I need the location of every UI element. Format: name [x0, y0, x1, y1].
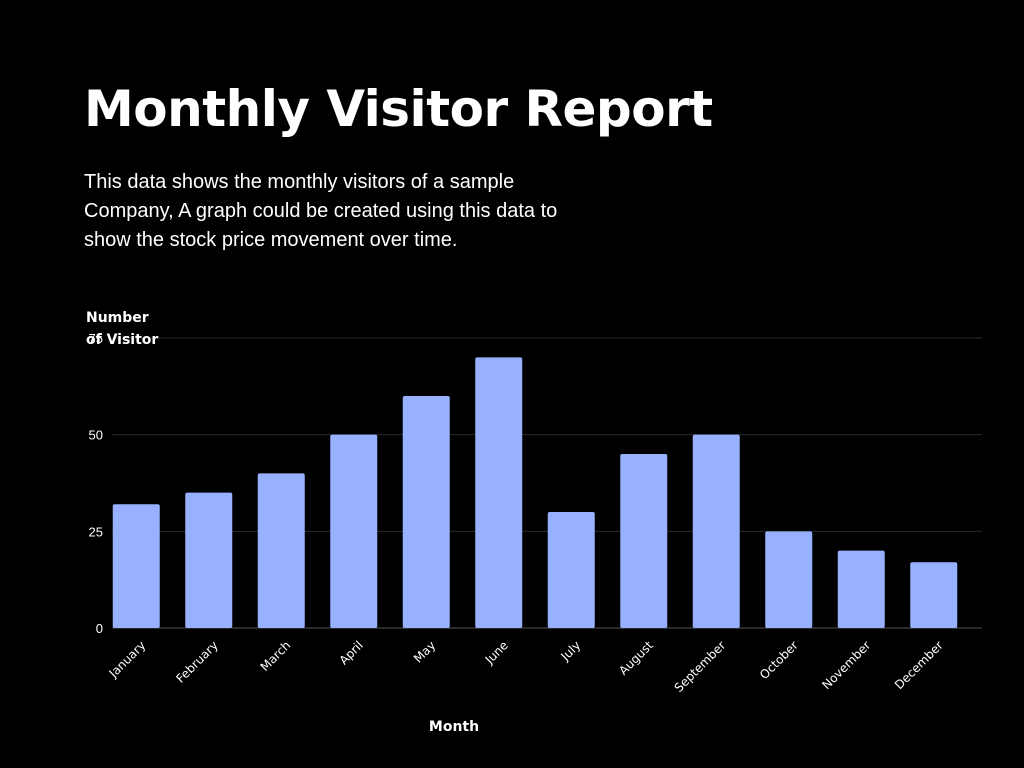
x-tick-label: January — [106, 638, 149, 681]
bar-september — [692, 434, 740, 628]
page-description: This data shows the monthly visitors of … — [84, 171, 558, 251]
x-tick-label: December — [892, 638, 946, 692]
y-axis-title-line1: Number — [86, 310, 149, 326]
y-tick-label: 50 — [89, 428, 103, 443]
bar-december — [910, 562, 958, 628]
bars — [112, 357, 958, 628]
bar-january — [112, 504, 160, 628]
bar-august — [620, 454, 668, 628]
gridlines — [112, 337, 982, 629]
y-axis-title-line2: of Visitor — [86, 332, 158, 348]
bar-march — [257, 473, 305, 628]
x-tick-label: August — [616, 638, 656, 678]
bar-july — [547, 512, 595, 628]
y-tick-label: 75 — [89, 331, 103, 346]
x-tick-label: November — [819, 638, 873, 692]
x-tick-label: September — [672, 638, 729, 695]
page-title: Monthly Visitor Report — [84, 80, 713, 138]
x-tick-labels: January February March April May June July Augu… — [106, 638, 946, 695]
x-tick-label: March — [258, 638, 294, 674]
x-tick-label: April — [337, 638, 366, 667]
x-tick-label: July — [557, 638, 583, 664]
x-tick-label: June — [482, 638, 511, 667]
x-tick-label: October — [757, 638, 801, 682]
y-tick-labels: 0 25 50 75 — [89, 331, 103, 636]
x-axis-title: Month — [429, 719, 479, 735]
bar-october — [765, 531, 813, 628]
bar-february — [185, 492, 233, 628]
bar-april — [330, 434, 378, 628]
bar-may — [402, 396, 450, 628]
x-tick-label: May — [411, 638, 438, 665]
y-tick-label: 25 — [89, 524, 103, 539]
x-tick-label: February — [173, 638, 221, 686]
bar-june — [475, 357, 523, 628]
y-tick-label: 0 — [96, 621, 103, 636]
bar-november — [837, 550, 885, 628]
